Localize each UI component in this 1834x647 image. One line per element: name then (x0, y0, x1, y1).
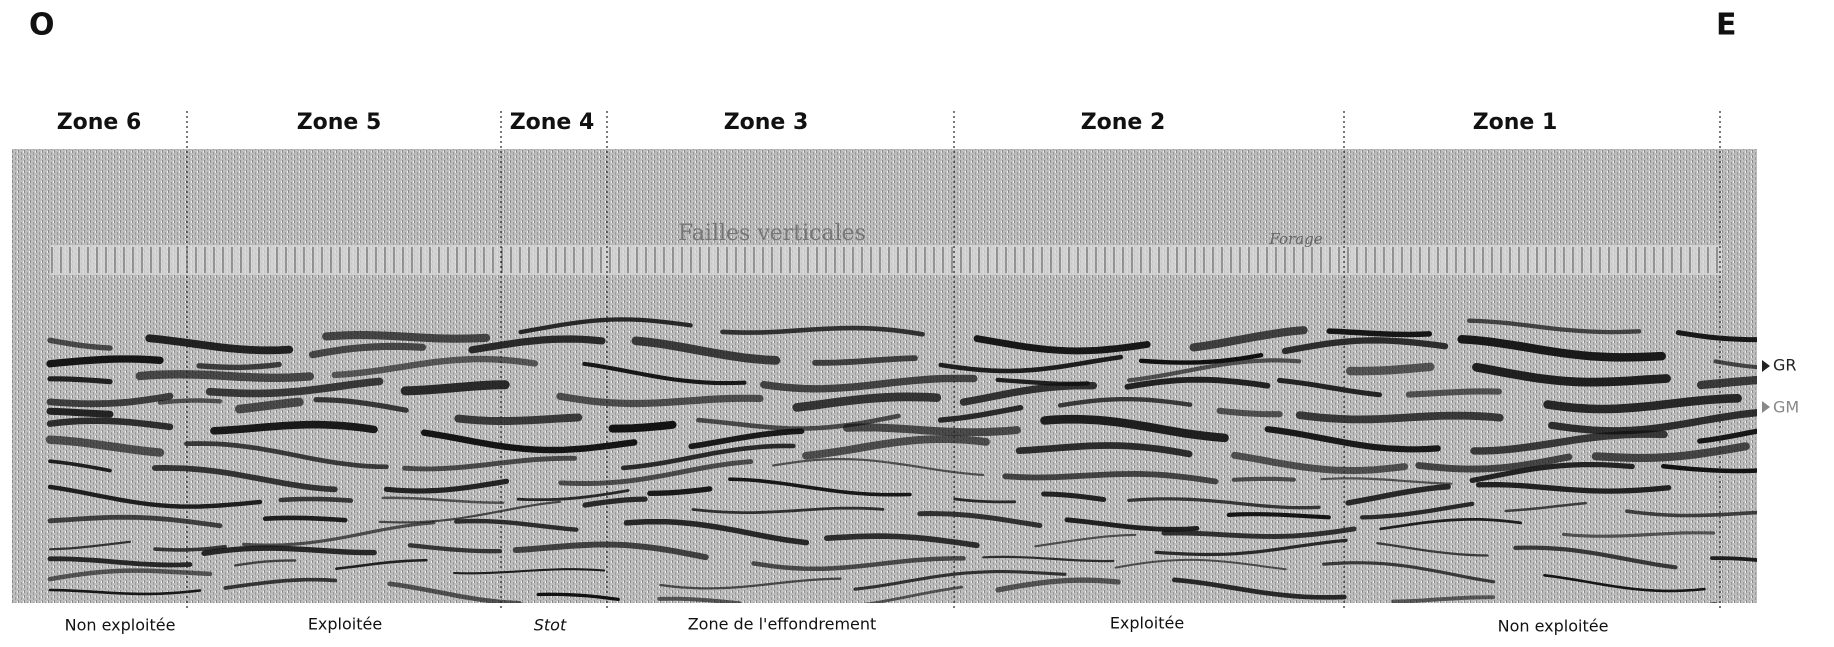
reflector (458, 418, 578, 422)
horizon-label: GR (1773, 356, 1797, 375)
borehole-annotation: Forage (1268, 230, 1322, 248)
faults-annotation: Failles verticales (678, 221, 866, 246)
reflector (847, 428, 1017, 433)
reflector (326, 335, 486, 339)
reflector (281, 499, 351, 501)
reflector (1512, 608, 1582, 610)
seismic-section (12, 149, 1834, 610)
status-label: Exploitée (308, 615, 382, 634)
west-label: O (29, 8, 55, 43)
reflector (1220, 411, 1280, 414)
zone-label: Zone 3 (724, 110, 809, 135)
zone-label: Zone 4 (510, 110, 595, 135)
status-label: Stot (534, 616, 567, 635)
zone-label: Zone 6 (57, 110, 142, 135)
reflector (1701, 379, 1791, 385)
reflector (613, 425, 673, 429)
reflector (160, 401, 220, 403)
horizon-label: GM (1773, 398, 1799, 417)
zone-label: Zone 2 (1081, 110, 1166, 135)
horizon-arrow (1762, 401, 1770, 413)
status-label: Zone de l'effondrement (688, 615, 877, 634)
zone-label: Zone 5 (297, 110, 382, 135)
reflector (1234, 479, 1294, 480)
zone-label: Zone 1 (1473, 110, 1558, 135)
reflector (1605, 603, 1715, 609)
reflector (50, 379, 110, 382)
reflector (1409, 391, 1499, 394)
reflector (1300, 415, 1500, 419)
status-label: Exploitée (1110, 614, 1184, 633)
reflector (1350, 367, 1430, 371)
horizon-arrow (1762, 360, 1770, 372)
reflector (50, 411, 110, 414)
reflector (265, 518, 345, 520)
trace-header (50, 245, 1722, 275)
reflector (199, 365, 279, 368)
status-label: Non exploitée (65, 616, 176, 635)
east-label: E (1716, 8, 1737, 43)
status-label: Non exploitée (1498, 617, 1609, 636)
reflector (140, 374, 310, 378)
seismic-figure: O E Failles verticales Forage Zone 6 Zon… (0, 0, 1834, 647)
